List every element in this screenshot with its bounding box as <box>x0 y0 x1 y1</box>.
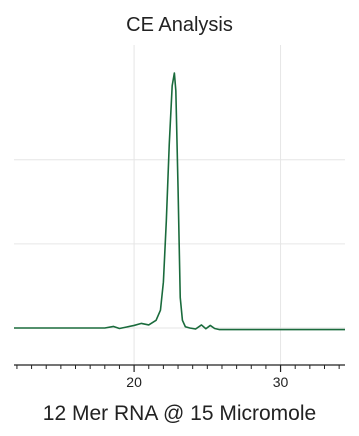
x-tick-label: 20 <box>126 374 142 390</box>
x-tick-label: 30 <box>273 374 289 390</box>
x-ticks: 20 30 <box>16 365 340 390</box>
chart-title: CE Analysis <box>126 14 233 36</box>
x-axis-label: 12 Mer RNA @ 15 Micromole <box>42 402 317 425</box>
series-group <box>14 72 345 331</box>
series-line <box>14 72 345 331</box>
gridlines <box>14 45 345 365</box>
